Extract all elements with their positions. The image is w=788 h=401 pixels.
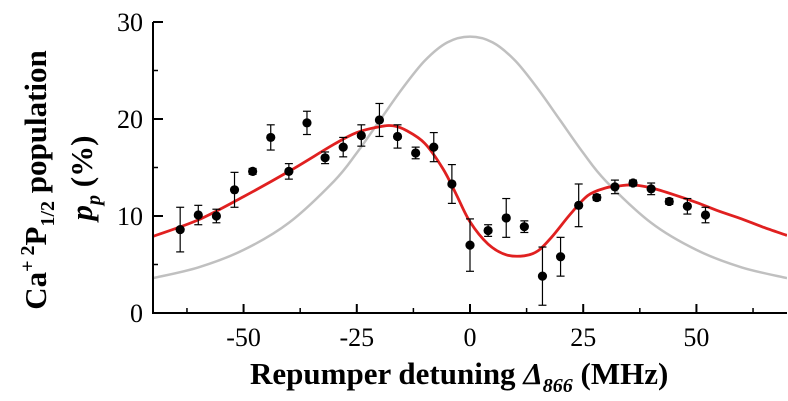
point-marker [610, 182, 620, 192]
point-marker [501, 213, 511, 223]
data-point [592, 192, 602, 203]
data-point [537, 246, 548, 306]
point-marker [302, 118, 312, 128]
data-point [519, 220, 529, 234]
data-point [411, 146, 421, 160]
point-marker [465, 240, 475, 250]
data-point [338, 136, 348, 158]
data-point [628, 178, 638, 188]
data-point [610, 179, 620, 195]
data-point [447, 163, 457, 204]
y-axis-title-line1: Ca+2P1/2 population [17, 50, 59, 310]
data-point [664, 196, 674, 207]
y-axis-title-sub: 1/2 [37, 201, 59, 227]
data-point [211, 208, 221, 224]
fit-curves [153, 35, 787, 280]
data-point [374, 102, 385, 138]
data-point [175, 206, 185, 253]
x-axis-title-main: Repumper detuning [250, 356, 523, 391]
point-marker [320, 153, 330, 163]
x-tick-label: -50 [226, 323, 261, 352]
data-point [646, 182, 656, 196]
y-tick-label: 10 [117, 202, 143, 231]
y-axis-title-p: P [18, 226, 53, 245]
y-axis-title-line2: pp (%) [64, 136, 105, 224]
y-tick-label: 20 [117, 105, 143, 134]
point-marker [519, 222, 529, 232]
point-marker [682, 201, 692, 211]
point-marker [175, 224, 185, 235]
point-marker [374, 115, 385, 125]
point-marker [555, 252, 566, 262]
data-point [284, 163, 294, 180]
data-point [302, 110, 312, 136]
point-marker [193, 210, 203, 220]
y-axis-title-unit: (%) [64, 136, 99, 195]
point-marker [537, 271, 548, 281]
axes: -50 -25 0 25 50 0 10 20 30 [117, 8, 787, 352]
data-point [700, 206, 711, 224]
data-point [229, 171, 240, 208]
point-marker [229, 185, 240, 195]
point-marker [356, 130, 366, 141]
point-marker [266, 132, 276, 143]
x-tick-label: 50 [683, 323, 709, 352]
point-marker [664, 196, 674, 207]
point-marker [211, 211, 221, 221]
data-point [266, 124, 276, 151]
y-axis-title-symbol-sub: p [83, 195, 105, 207]
y-axis-title-ca: Ca [18, 271, 53, 309]
x-axis-title-unit: (MHz) [573, 356, 669, 391]
grey-curve [153, 35, 787, 280]
point-marker [447, 179, 457, 189]
data-point [320, 151, 330, 165]
point-marker [248, 166, 258, 176]
point-marker [411, 148, 421, 158]
y-axis-title-population: population [18, 50, 53, 201]
x-tick-label: -25 [339, 323, 374, 352]
x-tick-label: 0 [464, 323, 477, 352]
y-axis-title-symbol: p [64, 205, 99, 224]
point-marker [646, 184, 656, 194]
data-point [501, 197, 511, 238]
x-axis-title-symbol: Δ [521, 356, 542, 391]
y-axis-title-sup-plus: + [17, 260, 39, 271]
point-marker [700, 210, 711, 220]
point-marker [392, 131, 403, 142]
data-point [465, 218, 475, 272]
point-marker [429, 142, 439, 152]
x-axis-title-subscript: 866 [543, 375, 573, 397]
data-point [483, 224, 493, 237]
data-points [175, 102, 711, 306]
x-tick-label: 25 [570, 323, 596, 352]
y-axis-title-sup-2: 2 [17, 245, 39, 255]
data-point [193, 204, 203, 226]
y-tick-label: 0 [130, 299, 143, 328]
data-point [356, 124, 366, 147]
point-marker [284, 166, 294, 176]
y-tick-label: 30 [117, 8, 143, 37]
data-point [248, 166, 258, 176]
data-point [682, 197, 692, 215]
point-marker [338, 142, 348, 152]
point-marker [483, 225, 493, 236]
point-marker [628, 178, 638, 188]
data-point [574, 183, 584, 228]
data-point [555, 236, 566, 277]
red-fit-curve [153, 124, 787, 258]
data-point [392, 124, 403, 149]
x-axis-title: Repumper detuning Δ866 (MHz) [250, 356, 668, 397]
point-marker [592, 192, 602, 203]
data-point [429, 131, 439, 163]
point-marker [574, 200, 584, 210]
